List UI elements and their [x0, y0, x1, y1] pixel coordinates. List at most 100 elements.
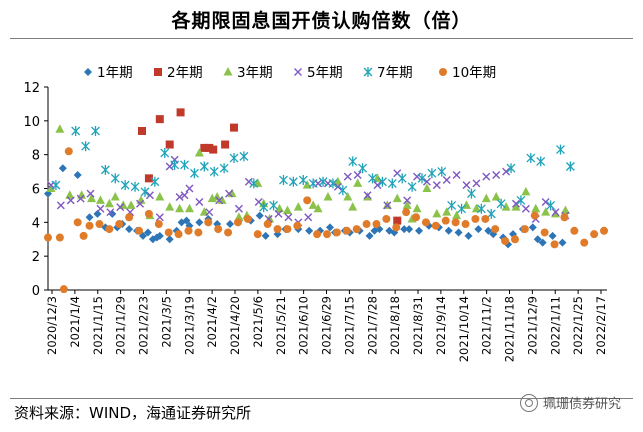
- point-1年期: [226, 220, 235, 229]
- point-7年期: [506, 163, 516, 174]
- point-3年期: [481, 193, 491, 203]
- point-5年期: [422, 177, 431, 186]
- point-10年期: [164, 228, 173, 237]
- point-10年期: [125, 213, 134, 222]
- point-10年期: [233, 218, 242, 227]
- point-2年期: [230, 123, 239, 132]
- point-5年期: [185, 184, 194, 193]
- point-3年期: [104, 198, 114, 208]
- point-7年期: [199, 161, 209, 172]
- point-3年期: [212, 191, 222, 201]
- x-tick-label: 2021/6/10: [297, 296, 311, 355]
- point-10年期: [471, 214, 480, 223]
- point-3年期: [199, 207, 209, 216]
- point-5年期: [136, 199, 145, 208]
- point-10年期: [204, 218, 213, 227]
- point-3年期: [155, 191, 165, 201]
- x-tick-label: 2021/7/15: [342, 296, 356, 355]
- point-3年期: [175, 203, 185, 213]
- point-10年期: [214, 225, 223, 234]
- point-1年期: [58, 164, 67, 173]
- point-7年期: [140, 186, 150, 197]
- x-tick-label: 2022/1/25: [571, 296, 585, 355]
- point-2年期: [144, 174, 153, 183]
- point-7年期: [348, 156, 358, 167]
- x-tick-label: 2021/4/2: [205, 296, 219, 348]
- point-10年期: [600, 226, 609, 235]
- point-5年期: [472, 179, 481, 188]
- point-10年期: [412, 213, 421, 222]
- point-10年期: [451, 218, 460, 227]
- point-5年期: [333, 182, 342, 191]
- point-10年期: [540, 228, 549, 237]
- point-5年期: [205, 208, 214, 217]
- point-7年期: [546, 200, 556, 211]
- point-5年期: [432, 181, 441, 190]
- point-10年期: [323, 230, 332, 239]
- x-tick-label: 2022/1/11: [548, 296, 562, 355]
- point-7年期: [189, 168, 199, 179]
- point-2年期: [155, 115, 164, 124]
- point-7年期: [269, 200, 279, 211]
- point-2年期: [209, 145, 218, 154]
- point-3年期: [452, 210, 462, 220]
- point-10年期: [332, 228, 341, 237]
- bottom-rule: [10, 398, 633, 399]
- x-tick-label: 2021/11/18: [503, 296, 517, 362]
- y-tick-label: 8: [32, 149, 40, 164]
- point-7年期: [170, 159, 180, 170]
- x-tick-label: 2021/1/29: [114, 296, 128, 355]
- point-5年期: [403, 196, 412, 205]
- legend-marker-3年期: [223, 67, 233, 76]
- point-5年期: [234, 204, 243, 213]
- point-3年期: [55, 124, 65, 133]
- point-1年期: [464, 231, 473, 240]
- point-3年期: [308, 200, 318, 209]
- point-10年期: [342, 226, 351, 235]
- point-5年期: [116, 203, 125, 212]
- point-7年期: [536, 156, 546, 167]
- point-10年期: [253, 230, 262, 239]
- point-7年期: [457, 203, 467, 214]
- point-5年期: [541, 198, 550, 207]
- point-3年期: [194, 147, 204, 157]
- wechat-icon: [519, 393, 538, 412]
- point-1年期: [444, 226, 453, 235]
- point-5年期: [521, 204, 530, 213]
- y-tick-label: 0: [32, 284, 40, 299]
- point-7年期: [100, 164, 110, 175]
- point-10年期: [55, 233, 64, 242]
- point-3年期: [442, 207, 452, 216]
- legend-marker-1年期: [84, 68, 92, 76]
- point-1年期: [365, 231, 374, 240]
- legend-label: 7年期: [377, 65, 413, 81]
- point-10年期: [135, 226, 144, 235]
- x-tick-label: 2022/2/17: [594, 296, 608, 355]
- point-3年期: [560, 205, 570, 214]
- chart-title: 各期限固息国开债认购倍数（倍）: [171, 10, 472, 32]
- point-5年期: [551, 208, 560, 217]
- point-7年期: [526, 153, 536, 164]
- legend-label: 10年期: [452, 65, 496, 81]
- point-3年期: [402, 200, 412, 209]
- point-1年期: [415, 226, 424, 235]
- top-rule: [10, 38, 633, 39]
- point-1年期: [182, 216, 191, 225]
- point-7年期: [298, 175, 308, 186]
- x-tick-label: 2021/12/9: [525, 296, 539, 355]
- x-tick-label: 2021/1/15: [91, 296, 105, 355]
- point-5年期: [502, 167, 511, 176]
- point-3年期: [333, 176, 343, 186]
- point-5年期: [274, 209, 283, 218]
- point-5年期: [413, 172, 422, 181]
- brand-watermark: 珮珊债券研究: [519, 393, 621, 412]
- point-10年期: [85, 221, 94, 230]
- point-5年期: [215, 196, 224, 205]
- point-5年期: [492, 170, 501, 179]
- point-1年期: [195, 218, 204, 227]
- point-7年期: [427, 168, 437, 179]
- x-tick-label: 2021/10/14: [457, 296, 471, 362]
- point-7年期: [259, 202, 269, 213]
- point-10年期: [550, 240, 559, 249]
- point-1年期: [558, 238, 567, 247]
